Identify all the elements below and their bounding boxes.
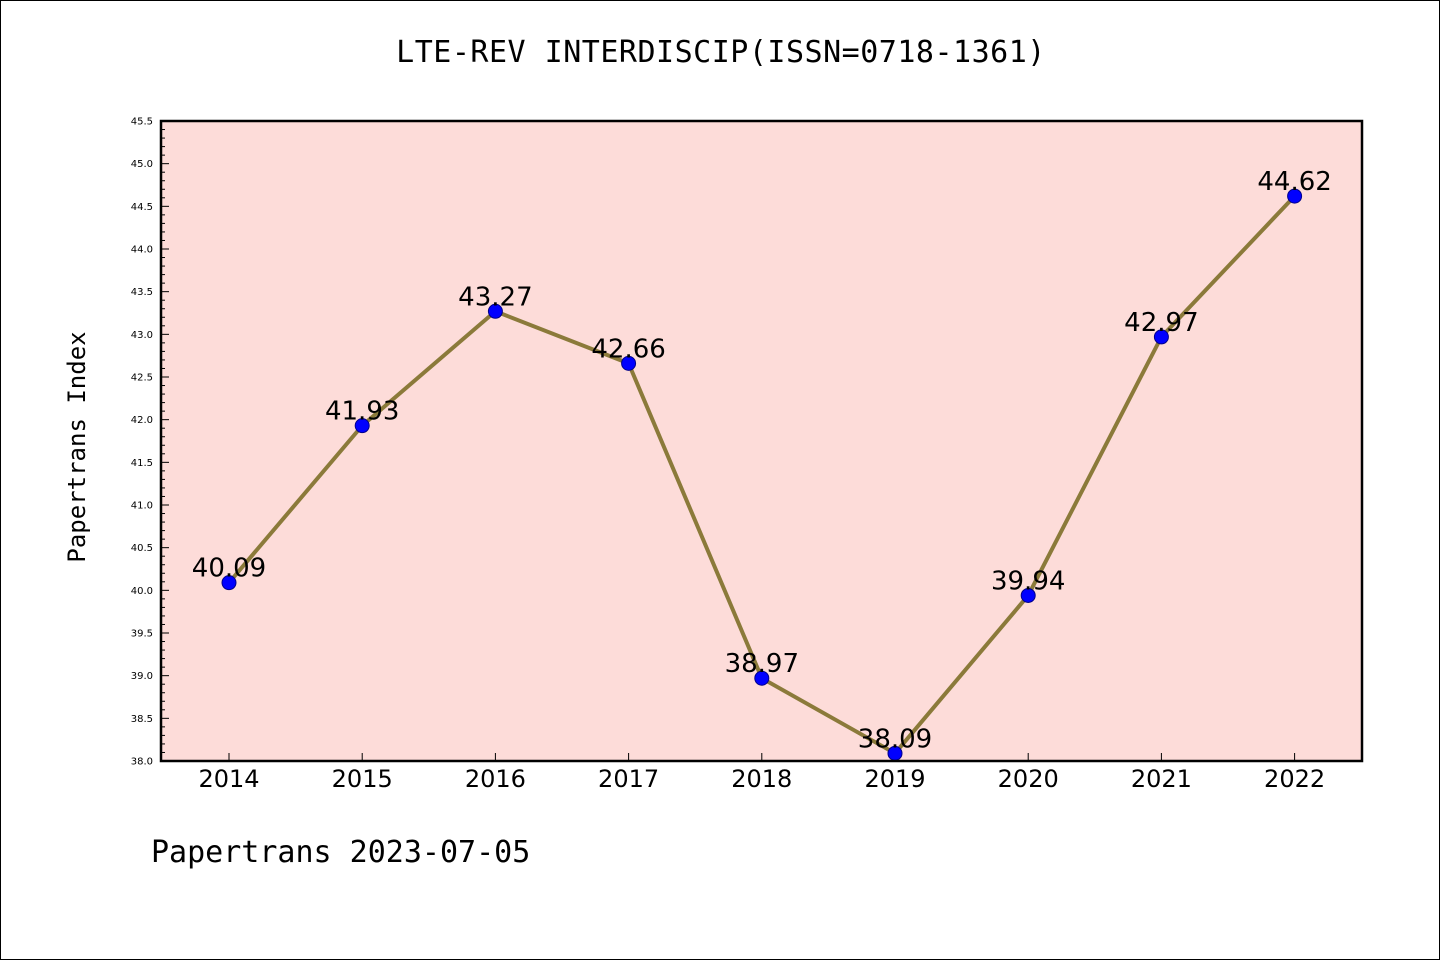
data-label: 41.93 [325, 397, 399, 427]
footer-note: Papertrans 2023-07-05 [151, 835, 531, 870]
data-point [621, 355, 637, 371]
y-tick-label: 39.5 [131, 629, 153, 640]
x-tick-label: 2022 [1264, 765, 1325, 793]
data-point [1287, 188, 1303, 204]
y-tick-label: 38.5 [131, 714, 153, 725]
data-label: 40.09 [192, 554, 266, 584]
data-label: 42.97 [1124, 308, 1198, 338]
y-tick-label: 41.0 [131, 501, 153, 512]
plot-frame [159, 119, 1364, 763]
plot-background [161, 121, 1362, 761]
x-tick-label: 2019 [864, 765, 925, 793]
data-label: 38.97 [725, 649, 799, 679]
data-label: 43.27 [458, 282, 532, 312]
x-tick-label: 2016 [465, 765, 526, 793]
y-tick-label: 45.0 [131, 159, 153, 170]
data-label: 38.09 [858, 724, 932, 754]
y-tick-label: 43.5 [131, 287, 153, 298]
y-tick-label: 38.0 [131, 757, 153, 768]
y-tick-label: 41.5 [131, 458, 153, 469]
data-label: 42.66 [591, 334, 665, 364]
y-tick-label: 44.5 [131, 202, 153, 213]
y-tick-label: 39.0 [131, 671, 153, 682]
data-point [754, 670, 770, 686]
x-tick-label: 2021 [1131, 765, 1192, 793]
data-point [354, 418, 370, 434]
data-label: 39.94 [991, 566, 1065, 596]
x-tick-label: 2020 [998, 765, 1059, 793]
y-tick-label: 44.0 [131, 245, 153, 256]
x-tick-label: 2014 [198, 765, 259, 793]
y-tick-label: 40.0 [131, 586, 153, 597]
y-tick-label: 45.5 [131, 117, 153, 128]
x-tick-label: 2015 [332, 765, 393, 793]
y-tick-label: 43.0 [131, 330, 153, 341]
data-label: 44.62 [1257, 167, 1331, 197]
x-tick-label: 2018 [731, 765, 792, 793]
y-tick-label: 42.5 [131, 373, 153, 384]
y-tick-label: 42.0 [131, 415, 153, 426]
chart-title: LTE-REV INTERDISCIP(ISSN=0718-1361) [396, 35, 1046, 70]
x-tick-label: 2017 [598, 765, 659, 793]
data-point [221, 575, 237, 591]
data-point [1020, 587, 1036, 603]
y-tick-label: 40.5 [131, 543, 153, 554]
data-point [487, 303, 503, 319]
data-point [1153, 329, 1169, 345]
